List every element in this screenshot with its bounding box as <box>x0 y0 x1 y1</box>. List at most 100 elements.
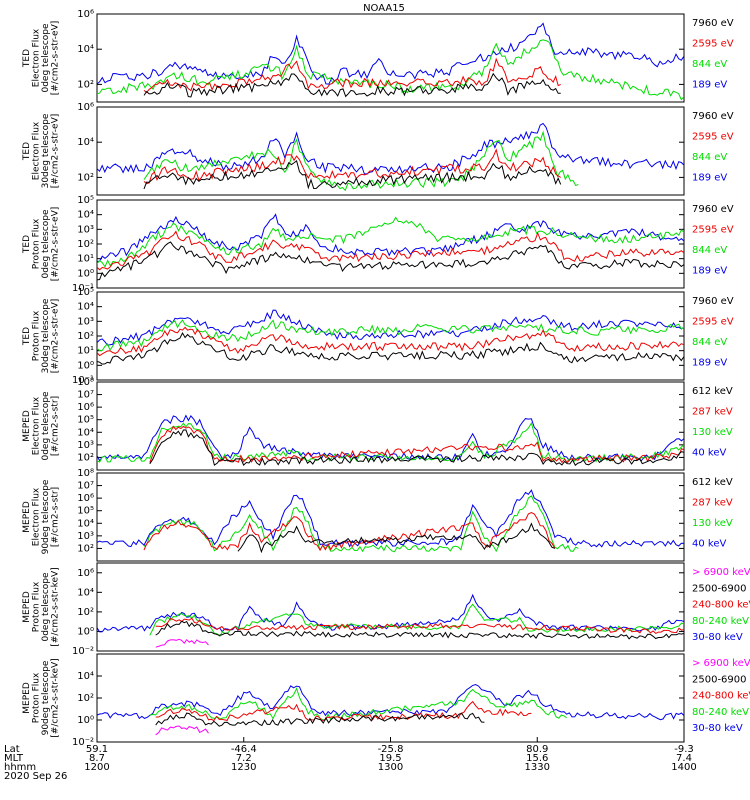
series-group <box>97 22 684 101</box>
y-tick-label: 10² <box>77 331 94 342</box>
y-axis-label-line: [#/cm2-s-str-eV] <box>50 299 60 374</box>
legend-entry: 2595 eV <box>692 132 734 143</box>
series-line <box>143 57 561 94</box>
y-axis-label-line: [#/cm2-s-str-eV] <box>50 207 60 282</box>
y-axis-label-line: MEPED <box>22 501 32 533</box>
series-line <box>97 489 684 548</box>
y-axis-label-line: Proton Flux <box>31 310 41 361</box>
y-tick-label: 10⁴ <box>77 137 94 148</box>
panel-0: 10² 10⁴ 10⁶ TED Electron Flux 0deg telescope[… <box>22 9 734 103</box>
y-tick-label: 10⁻¹ <box>72 375 94 386</box>
y-tick-label: 10⁶ <box>77 493 94 504</box>
panel-7: 10⁻² 10⁰ 10² 10⁴ MEPED Proton Flux 90deg teles… <box>22 653 750 748</box>
series-line <box>143 148 561 185</box>
y-tick-label: 10⁶ <box>77 402 94 413</box>
y-axis-label-line: [#/cm2-s-str] <box>50 487 60 547</box>
series-line <box>97 22 684 85</box>
y-axis-label-line: Proton Flux <box>31 581 41 632</box>
legend-entry: 2595 eV <box>692 225 734 236</box>
y-tick-label: 10⁵ <box>77 195 94 206</box>
y-tick-label: 10⁵ <box>77 506 94 517</box>
series-line <box>149 603 684 637</box>
footer-date: 2020 Sep 26 <box>4 771 67 782</box>
y-axis-label-line: 30deg telescope <box>41 113 51 188</box>
y-axis-label-line: TED <box>22 49 32 68</box>
y-axis-label-line: TED <box>22 142 32 161</box>
y-tick-label: 10⁴ <box>77 427 94 438</box>
y-axis-label: TED Electron Flux 0deg telescope [#/cm2-s-s… <box>22 21 61 96</box>
y-tick-label: 10³ <box>77 316 94 327</box>
footer-value: 80.9 <box>526 744 548 755</box>
y-axis-label-line: 0deg telescope <box>41 23 51 93</box>
y-tick-label: 10³ <box>77 531 94 542</box>
legend-entry: 130 keV <box>692 518 733 529</box>
legend-entry: 2500-6900 <box>692 583 747 594</box>
footer: Lat 59.1 -46.4 -25.8 80.9 -9.3 MLT 8.7 7.2 19.5 15… <box>4 737 697 782</box>
y-axis-label-line: 30deg telescope <box>41 298 51 373</box>
footer-value: 1330 <box>525 762 550 773</box>
legend-entry: 7960 eV <box>692 204 734 215</box>
footer-row-label: hhmm <box>4 762 36 773</box>
y-axis-label-line: [#/cm2-s-str-keV] <box>50 567 60 646</box>
y-tick-label: 10³ <box>77 224 94 235</box>
footer-value: -25.8 <box>378 744 404 755</box>
legend-entry: 80-240 keV <box>692 707 749 718</box>
panel-6: 10⁻² 10⁰ 10² 10⁴ 10⁶ MEPED Proton Flux 0deg tel… <box>22 562 750 657</box>
y-axis-label-line: [#/cm2-s-str-eV] <box>50 114 60 189</box>
y-axis-label-line: Proton Flux <box>31 672 41 723</box>
series-group <box>97 122 684 192</box>
legend-entry: > 6900 keV <box>692 658 750 669</box>
legend-entry: 189 eV <box>692 358 727 369</box>
y-tick-label: 10⁴ <box>77 44 94 55</box>
series-line <box>97 683 684 721</box>
series-line <box>155 700 532 722</box>
series-group <box>97 489 684 554</box>
series-line <box>155 638 209 648</box>
series-line <box>143 72 561 98</box>
series-group <box>97 683 684 736</box>
footer-value: -46.4 <box>231 744 257 755</box>
y-axis-label: TED Proton Flux 0deg telescope [#/cm2-s-str… <box>22 207 61 282</box>
footer-value: -9.3 <box>674 744 694 755</box>
series-group <box>97 593 684 648</box>
y-axis-label-line: 0deg telescope <box>41 572 51 642</box>
series-group <box>97 414 684 466</box>
series-line <box>149 429 684 466</box>
y-axis-label: MEPED Proton Flux 90deg telescope [#/cm2-s-… <box>22 658 61 737</box>
y-tick-label: 10⁷ <box>77 481 94 492</box>
panel-frame <box>96 106 685 196</box>
footer-value: 1400 <box>671 762 696 773</box>
footer-value: 1300 <box>378 762 403 773</box>
series-line <box>237 522 556 554</box>
y-axis-label-line: 0deg telescope <box>41 391 51 461</box>
legend-entry: 80-240 keV <box>692 616 749 627</box>
y-axis-label: MEPED Proton Flux 0deg telescope [#/cm2-s-s… <box>22 567 61 646</box>
panel-1: 10² 10⁴ 10⁶ TED Electron Flux 30deg telescope… <box>22 102 734 196</box>
legend-entry: 189 eV <box>692 173 727 184</box>
legend-entry: 287 keV <box>692 498 733 509</box>
y-axis-label-line: MEPED <box>22 591 32 623</box>
series-line <box>155 725 209 736</box>
footer-value: 59.1 <box>86 744 108 755</box>
y-tick-label: 10⁴ <box>77 587 94 598</box>
panel-frame <box>96 562 685 652</box>
legend-entry: 240-800 keV <box>692 691 750 702</box>
legend-entry: 2595 eV <box>692 317 734 328</box>
y-tick-label: 10⁰ <box>77 626 94 637</box>
y-axis-label-line: [#/cm2-s-str-eV] <box>50 21 60 96</box>
y-tick-label: 10⁶ <box>77 568 94 579</box>
footer-value: 15.6 <box>526 753 548 764</box>
legend-entry: 240-800 keV <box>692 600 750 611</box>
legend-entry: 7960 eV <box>692 18 734 29</box>
y-tick-label: 10⁴ <box>77 302 94 313</box>
legend-entry: 612 keV <box>692 477 733 488</box>
y-tick-label: 10¹ <box>77 254 94 265</box>
footer-row-label: MLT <box>4 753 24 764</box>
y-tick-label: 10⁴ <box>77 671 94 682</box>
y-tick-label: 10² <box>77 543 94 554</box>
legend-entry: 287 keV <box>692 407 733 418</box>
legend-entry: 30-80 keV <box>692 632 743 643</box>
legend-entry: 40 keV <box>692 448 726 459</box>
